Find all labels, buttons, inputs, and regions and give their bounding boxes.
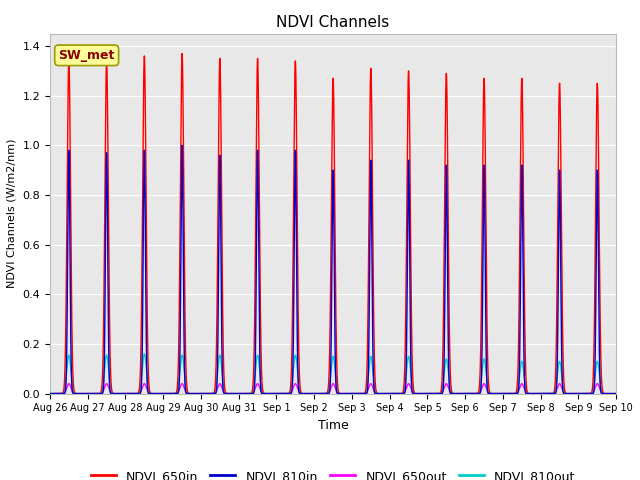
- NDVI_650in: [554, 216, 561, 221]
- NDVI_810in: [611, 391, 619, 396]
- NDVI_650out: [538, 391, 546, 396]
- NDVI_810in: [612, 391, 620, 396]
- NDVI_810out: [141, 351, 148, 357]
- NDVI_810in: [408, 379, 415, 385]
- NDVI_810out: [408, 375, 415, 381]
- X-axis label: Time: Time: [317, 419, 348, 432]
- NDVI_650in: [46, 391, 54, 396]
- NDVI_810in: [46, 391, 54, 396]
- Title: NDVI Channels: NDVI Channels: [276, 15, 390, 30]
- Line: NDVI_650in: NDVI_650in: [50, 53, 616, 394]
- NDVI_810out: [612, 391, 620, 396]
- NDVI_810in: [605, 391, 612, 396]
- Line: NDVI_810out: NDVI_810out: [50, 354, 616, 394]
- Line: NDVI_650out: NDVI_650out: [50, 384, 616, 394]
- NDVI_810out: [538, 391, 546, 396]
- NDVI_810out: [301, 391, 308, 396]
- NDVI_810out: [554, 369, 561, 374]
- NDVI_650out: [611, 391, 619, 396]
- NDVI_810in: [179, 143, 186, 148]
- Line: NDVI_810in: NDVI_810in: [50, 145, 616, 394]
- Y-axis label: NDVI Channels (W/m2/nm): NDVI Channels (W/m2/nm): [7, 139, 17, 288]
- NDVI_650in: [408, 306, 415, 312]
- NDVI_650out: [554, 384, 561, 390]
- NDVI_810in: [301, 391, 308, 396]
- NDVI_650in: [612, 391, 620, 396]
- NDVI_650out: [612, 391, 620, 396]
- Text: SW_met: SW_met: [58, 49, 115, 62]
- NDVI_650out: [605, 391, 612, 396]
- NDVI_810out: [611, 391, 619, 396]
- NDVI_810in: [554, 329, 561, 335]
- Legend: NDVI_650in, NDVI_810in, NDVI_650out, NDVI_810out: NDVI_650in, NDVI_810in, NDVI_650out, NDV…: [86, 465, 580, 480]
- NDVI_650out: [301, 391, 308, 396]
- NDVI_810out: [46, 391, 54, 396]
- NDVI_650in: [605, 391, 612, 396]
- NDVI_650in: [301, 391, 308, 396]
- NDVI_810in: [538, 391, 546, 396]
- NDVI_650in: [179, 50, 186, 56]
- NDVI_650in: [611, 391, 619, 396]
- NDVI_810out: [605, 391, 612, 396]
- NDVI_650out: [65, 381, 73, 386]
- NDVI_650in: [538, 391, 546, 396]
- NDVI_650out: [408, 387, 415, 393]
- NDVI_650out: [46, 391, 54, 396]
